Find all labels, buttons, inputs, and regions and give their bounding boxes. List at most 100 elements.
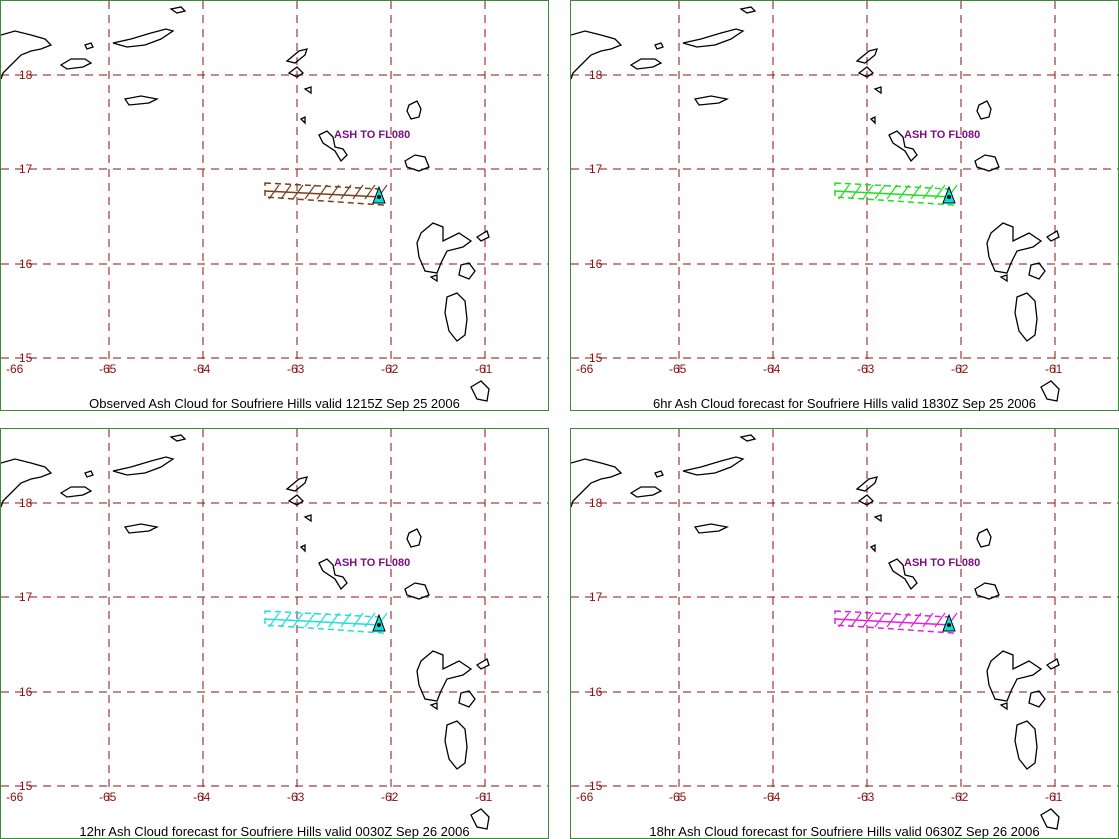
island-coastline (1014, 292, 1038, 342)
panel-caption: 18hr Ash Cloud forecast for Soufriere Hi… (649, 824, 1040, 839)
panel-caption: 12hr Ash Cloud forecast for Soufriere Hi… (79, 824, 470, 839)
map-canvas (1, 1, 548, 402)
island-coastline (1, 30, 53, 80)
island-coastline (976, 528, 992, 548)
y-tick-label: 17 (19, 590, 33, 604)
island-coastline (888, 130, 918, 163)
island-coastline (888, 558, 918, 591)
map-panel-12hr: -66 -65 -64 -63 -62 -61 18 17 16 15 ASH TO FL080 12… (0, 428, 549, 839)
island-coastline (986, 650, 1043, 702)
island-coastline (974, 154, 1000, 172)
island-coastline (470, 808, 490, 830)
x-tick-label: -61 (475, 362, 493, 376)
map-panel-observed: -66 -65 -64 -63 -62 -61 18 17 16 15 ASH TO FL080 Ob… (0, 0, 549, 411)
volcano-triangle-icon (942, 185, 956, 204)
x-tick-label: -63 (857, 790, 875, 804)
y-tick-label: 15 (589, 779, 603, 793)
island-coastline (287, 494, 305, 506)
island-coastline (84, 42, 94, 50)
volcano-triangle-icon (372, 613, 386, 632)
ash-cloud-polygon (264, 182, 388, 206)
x-tick-label: -63 (287, 362, 305, 376)
island-coastline (1040, 380, 1060, 402)
island-coastline (999, 274, 1008, 283)
island-coastline (857, 66, 875, 78)
y-tick-label: 18 (19, 496, 33, 510)
x-tick-label: -61 (475, 790, 493, 804)
island-coastline (112, 456, 175, 476)
y-tick-label: 16 (589, 257, 603, 271)
island-coastline (470, 380, 490, 402)
island-coastline (873, 86, 882, 95)
island-coastline (318, 558, 348, 591)
map-canvas (571, 429, 1118, 830)
island-coastline (444, 292, 468, 342)
y-tick-label: 15 (19, 351, 33, 365)
x-tick-label: -66 (6, 362, 24, 376)
x-tick-label: -64 (193, 362, 211, 376)
island-coastline (571, 30, 623, 80)
island-coastline (682, 456, 745, 476)
island-coastline (869, 543, 876, 553)
ash-level-label: ASH TO FL080 (334, 557, 411, 569)
y-tick-label: 16 (19, 257, 33, 271)
island-coastline (693, 95, 730, 106)
island-coastline (406, 528, 422, 548)
x-tick-label: -62 (381, 790, 399, 804)
x-tick-label: -66 (6, 790, 24, 804)
coastlines (1, 6, 490, 402)
coastlines (571, 6, 1060, 402)
island-coastline (123, 523, 160, 534)
island-coastline (571, 458, 623, 508)
island-coastline (475, 230, 490, 242)
island-coastline (475, 658, 490, 670)
island-coastline (873, 514, 882, 523)
island-coastline (169, 6, 187, 14)
y-tick-label: 17 (589, 590, 603, 604)
island-coastline (739, 6, 757, 14)
island-coastline (654, 470, 664, 478)
x-tick-label: -62 (951, 790, 969, 804)
island-coastline (693, 523, 730, 534)
island-coastline (429, 274, 438, 283)
map-panel-6hr: -66 -65 -64 -63 -62 -61 18 17 16 15 ASH TO FL080 6h… (570, 0, 1119, 411)
island-coastline (303, 514, 312, 523)
lat-lon-grid (1, 429, 548, 804)
island-coastline (112, 28, 175, 48)
island-coastline (416, 650, 473, 702)
x-tick-label: -61 (1045, 790, 1063, 804)
ash-level-label: ASH TO FL080 (904, 129, 981, 141)
island-coastline (303, 86, 312, 95)
y-tick-label: 17 (19, 162, 33, 176)
island-coastline (869, 115, 876, 125)
island-coastline (1045, 658, 1060, 670)
island-coastline (287, 66, 305, 78)
y-tick-label: 18 (589, 496, 603, 510)
island-coastline (1014, 720, 1038, 770)
x-tick-label: -64 (763, 790, 781, 804)
island-coastline (1028, 262, 1046, 280)
island-coastline (285, 476, 308, 492)
island-coastline (123, 95, 160, 106)
island-coastline (404, 154, 430, 172)
island-coastline (406, 100, 422, 120)
island-coastline (855, 48, 878, 64)
panel-caption: Observed Ash Cloud for Soufriere Hills v… (89, 396, 460, 411)
island-coastline (59, 58, 93, 70)
lat-lon-grid (571, 429, 1118, 804)
panel-caption: 6hr Ash Cloud forecast for Soufriere Hil… (653, 396, 1036, 411)
island-coastline (299, 115, 306, 125)
y-tick-label: 18 (19, 68, 33, 82)
island-coastline (458, 690, 476, 708)
x-tick-label: -65 (669, 362, 687, 376)
island-coastline (59, 486, 93, 498)
ash-cloud-polygon (834, 610, 958, 634)
island-coastline (654, 42, 664, 50)
island-coastline (857, 494, 875, 506)
island-coastline (682, 28, 745, 48)
x-tick-label: -64 (193, 790, 211, 804)
island-coastline (169, 434, 187, 442)
island-coastline (1, 458, 53, 508)
x-tick-label: -63 (857, 362, 875, 376)
coastlines (1, 434, 490, 830)
